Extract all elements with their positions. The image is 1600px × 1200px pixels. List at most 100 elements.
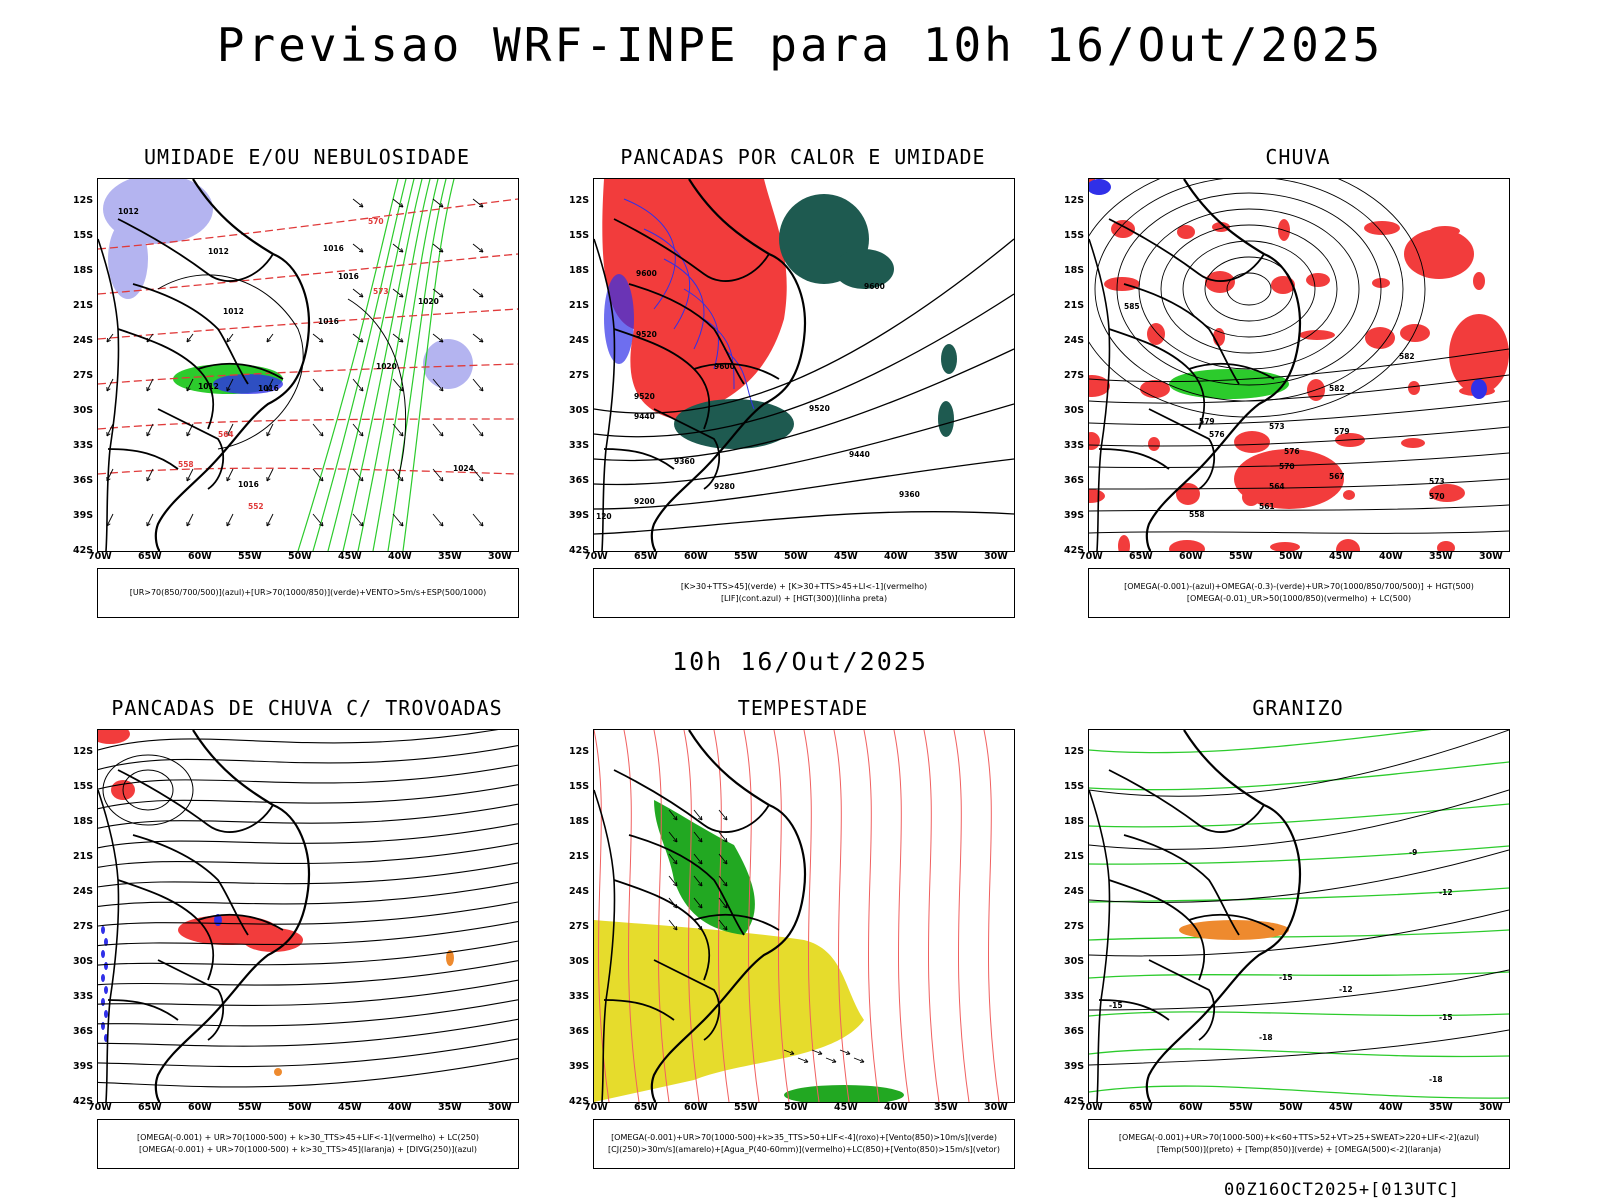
contour-label: 1024 [453, 464, 474, 473]
wind-vector [186, 337, 191, 343]
wind-vector [698, 903, 703, 909]
geopotential-contour [1089, 348, 1509, 383]
temperature-500-contour [1089, 969, 1509, 1011]
streamline [98, 1038, 518, 1068]
longitude-label: 45W [834, 1102, 858, 1113]
wind-vector [398, 203, 404, 208]
thunderstorm-area [243, 928, 303, 952]
legend-line: [K>30+TTS>45](verde) + [K>30+TTS>45+LI<-… [680, 582, 928, 591]
longitude-label: 65W [138, 551, 162, 562]
panel-legend: [OMEGA(-0.001) + UR>70(1000-500) + k>30_… [97, 1119, 519, 1169]
wind-vector [839, 1049, 851, 1055]
country-border [132, 834, 249, 936]
rain-area [1089, 489, 1105, 503]
latitude-label: 24S [73, 335, 94, 346]
contour-label: -18 [1429, 1075, 1443, 1084]
wind-vector [439, 431, 444, 437]
omega-area [1179, 920, 1289, 940]
contour-label: 1012 [208, 247, 229, 256]
wind-vector [438, 248, 444, 253]
country-border [613, 218, 770, 282]
convective-area [446, 950, 454, 966]
contour-label: 567 [1329, 472, 1345, 481]
country-border [1148, 408, 1216, 490]
convection-stable-area [938, 401, 954, 437]
wind-vector [226, 333, 234, 343]
forecast-map [593, 729, 1015, 1103]
height-contour [594, 238, 1014, 414]
height-contour [594, 458, 1014, 510]
contour-label: 564 [1269, 482, 1285, 491]
wind-vector [392, 333, 404, 343]
wind-vector [439, 476, 444, 482]
streamline-850 [803, 730, 820, 1102]
longitude-label: 45W [338, 551, 362, 562]
wind-vector [266, 423, 274, 437]
wind-vector [432, 468, 444, 482]
main-title: Previsao WRF-INPE para 10h 16/Out/2025 [216, 18, 1384, 72]
rain-light-area [1471, 379, 1487, 399]
contour-label: 1016 [258, 384, 279, 393]
wind-vector [352, 288, 364, 298]
divergence-area [101, 998, 105, 1006]
wind-vector [226, 431, 231, 437]
wind-vector [472, 243, 484, 253]
wind-vector [266, 337, 271, 343]
latitude-label: 39S [569, 510, 590, 521]
latitude-label: 12S [73, 195, 94, 206]
latitude-label: 30S [569, 405, 590, 416]
country-border [1123, 283, 1240, 385]
latitude-label: 12S [1064, 746, 1085, 757]
latitude-label: 12S [73, 746, 94, 757]
wind-vector [352, 513, 364, 527]
wind-vector [146, 521, 151, 527]
wind-vector [673, 925, 678, 931]
lifted-index-contour [623, 198, 676, 310]
contour-label: 9360 [674, 457, 695, 466]
latitude-label: 12S [569, 746, 590, 757]
rain-area [1365, 327, 1395, 349]
latitude-label: 30S [73, 956, 94, 967]
latitude-label: 36S [73, 1026, 94, 1037]
longitude-label: 60W [188, 551, 212, 562]
longitude-label: 60W [188, 1102, 212, 1113]
wind-vector [392, 243, 404, 253]
wind-vector [392, 468, 404, 482]
country-border [628, 834, 745, 936]
height-contour [594, 348, 1014, 462]
streamline [98, 1018, 518, 1047]
temperature-500-contour [1089, 730, 1509, 797]
wind-vector [478, 338, 484, 343]
longitude-label: 70W [88, 1102, 112, 1113]
rain-area [1271, 276, 1295, 294]
wind-vector [472, 513, 484, 527]
wind-vector [472, 468, 484, 482]
country-border [117, 879, 215, 981]
latitude-label: 21S [1064, 851, 1085, 862]
divergence-area [101, 926, 105, 934]
wind-vector [432, 423, 444, 437]
west-coastline [594, 238, 616, 551]
longitude-label: 35W [438, 1102, 462, 1113]
wind-vector [392, 288, 404, 298]
longitude-label: 35W [934, 1102, 958, 1113]
longitude-label: 40W [388, 551, 412, 562]
wind-vector [352, 378, 364, 392]
longitude-label: 30W [1479, 1102, 1503, 1113]
humidity-area [423, 339, 473, 389]
latitude-label: 42S [1064, 545, 1085, 556]
latitude-label: 24S [73, 886, 94, 897]
legend-line: [OMEGA(-0.001)-(azul)+OMEGA(-0.3)-(verde… [1124, 582, 1474, 591]
wind-vector [266, 476, 271, 482]
streamline-850 [863, 730, 880, 1102]
latitude-label: 36S [1064, 1026, 1085, 1037]
latitude-label: 15S [1064, 781, 1085, 792]
latitude-label: 39S [1064, 1061, 1085, 1072]
country-border [117, 328, 215, 430]
wind-vector [106, 378, 114, 392]
contour-label: 9600 [636, 269, 657, 278]
legend-line: [OMEGA(-0.01)_UR>50(1000/850)(vermelho) … [1186, 594, 1412, 603]
wind-vector [668, 875, 678, 887]
wind-vector [106, 431, 111, 437]
contour-label: 1016 [338, 272, 359, 281]
